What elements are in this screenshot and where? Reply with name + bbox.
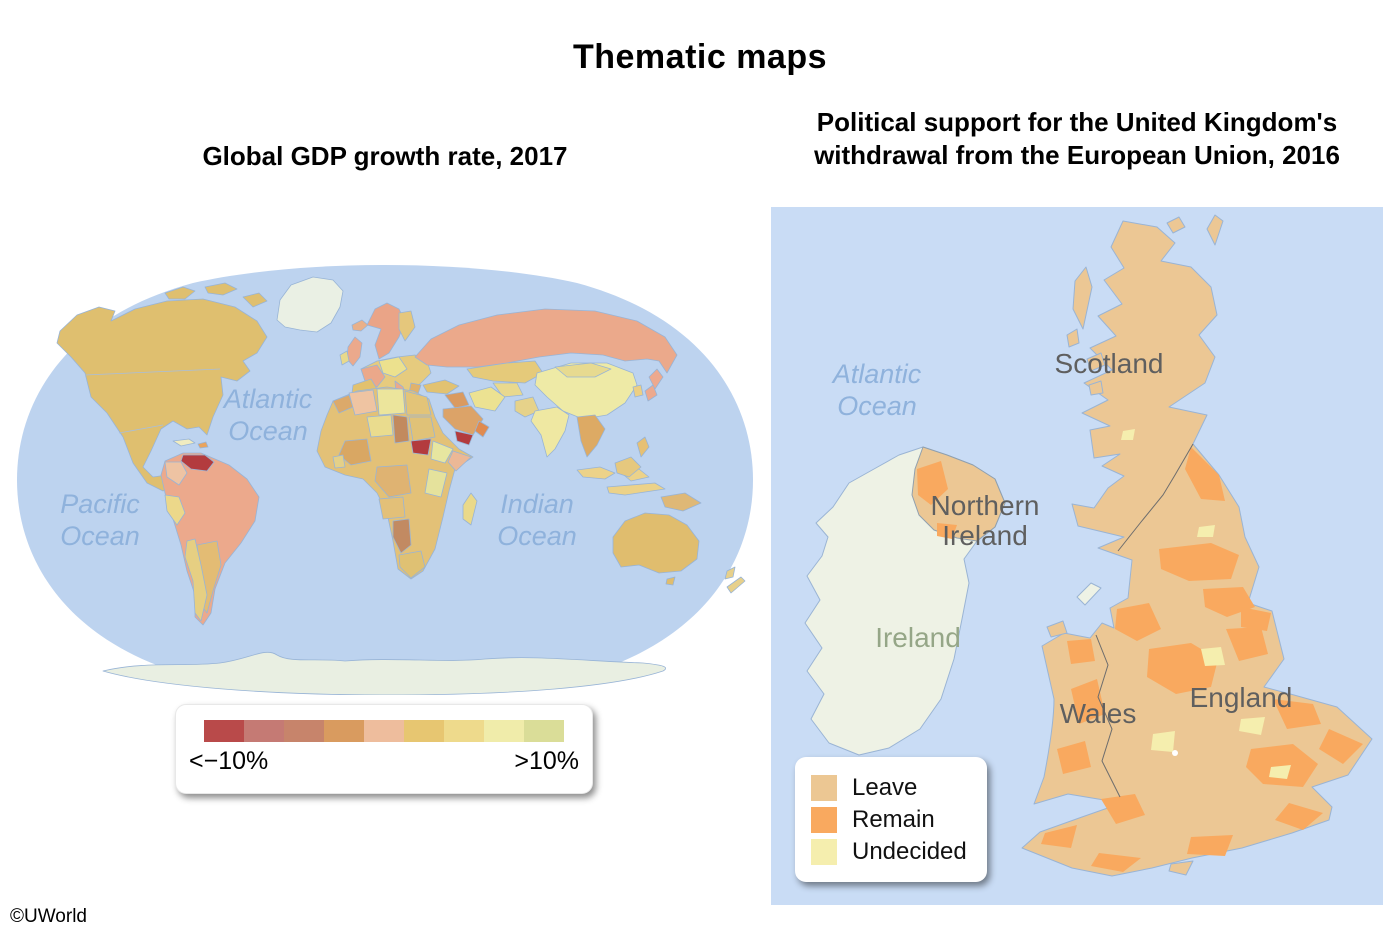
gdp-color-ramp <box>204 720 564 742</box>
atlantic-ocean-label: Ocean <box>228 416 308 446</box>
uk-map-labels: Atlantic Ocean Scotland Northern Ireland… <box>831 348 1293 729</box>
remain-districts <box>1041 447 1363 872</box>
undecided-swatch <box>811 839 837 865</box>
brexit-map-title: Political support for the United Kingdom… <box>814 107 1340 170</box>
northern-ireland-label: Northern <box>931 490 1040 521</box>
legend-max-label: >10% <box>514 747 579 775</box>
legend-row-leave: Leave <box>811 774 973 802</box>
brexit-legend: Leave Remain Undecided <box>795 757 987 882</box>
england-label: England <box>1190 682 1293 713</box>
wales-label: Wales <box>1060 698 1137 729</box>
ramp-cell <box>324 720 364 742</box>
ramp-cell <box>524 720 564 742</box>
city-dot <box>1172 750 1178 756</box>
legend-min-label: <−10% <box>189 747 269 775</box>
remain-label: Remain <box>852 806 935 833</box>
gdp-legend: <−10% >10% <box>175 704 593 794</box>
indian-ocean-label: Indian <box>500 489 574 519</box>
pacific-ocean-label: Pacific <box>60 489 140 519</box>
world-ocean-labels: Atlantic Ocean Pacific Ocean Indian Ocea… <box>60 384 577 551</box>
page-title: Thematic maps <box>572 38 828 76</box>
copyright: ©UWorld <box>10 906 87 927</box>
ramp-cell <box>284 720 324 742</box>
leave-swatch <box>811 775 837 801</box>
undecided-label: Undecided <box>852 838 967 865</box>
indian-ocean-label: Ocean <box>497 521 577 551</box>
ireland-label: Ireland <box>875 622 961 653</box>
pacific-ocean-label: Ocean <box>60 521 140 551</box>
ramp-cell <box>484 720 524 742</box>
atlantic-ocean-label: Ocean <box>837 391 917 421</box>
ramp-cell <box>204 720 244 742</box>
ramp-cell <box>444 720 484 742</box>
remain-swatch <box>811 807 837 833</box>
atlantic-ocean-label: Atlantic <box>222 384 313 414</box>
uk-map-graphic: Atlantic Ocean Scotland Northern Ireland… <box>771 207 1383 905</box>
legend-row-remain: Remain <box>811 806 973 834</box>
ramp-cell <box>364 720 404 742</box>
ramp-cell <box>404 720 444 742</box>
uk-internal-borders <box>1095 443 1194 798</box>
gdp-map-title: Global GDP growth rate, 2017 <box>202 141 568 171</box>
northern-ireland-label: Ireland <box>942 520 1028 551</box>
world-landmasses <box>56 276 746 695</box>
ramp-cell <box>244 720 284 742</box>
scotland-label: Scotland <box>1055 348 1164 379</box>
undecided-districts <box>1121 429 1291 779</box>
world-map-graphic: Atlantic Ocean Pacific Ocean Indian Ocea… <box>17 265 753 695</box>
legend-row-undecided: Undecided <box>811 838 973 866</box>
atlantic-ocean-label: Atlantic <box>831 359 922 389</box>
leave-label: Leave <box>852 774 918 801</box>
